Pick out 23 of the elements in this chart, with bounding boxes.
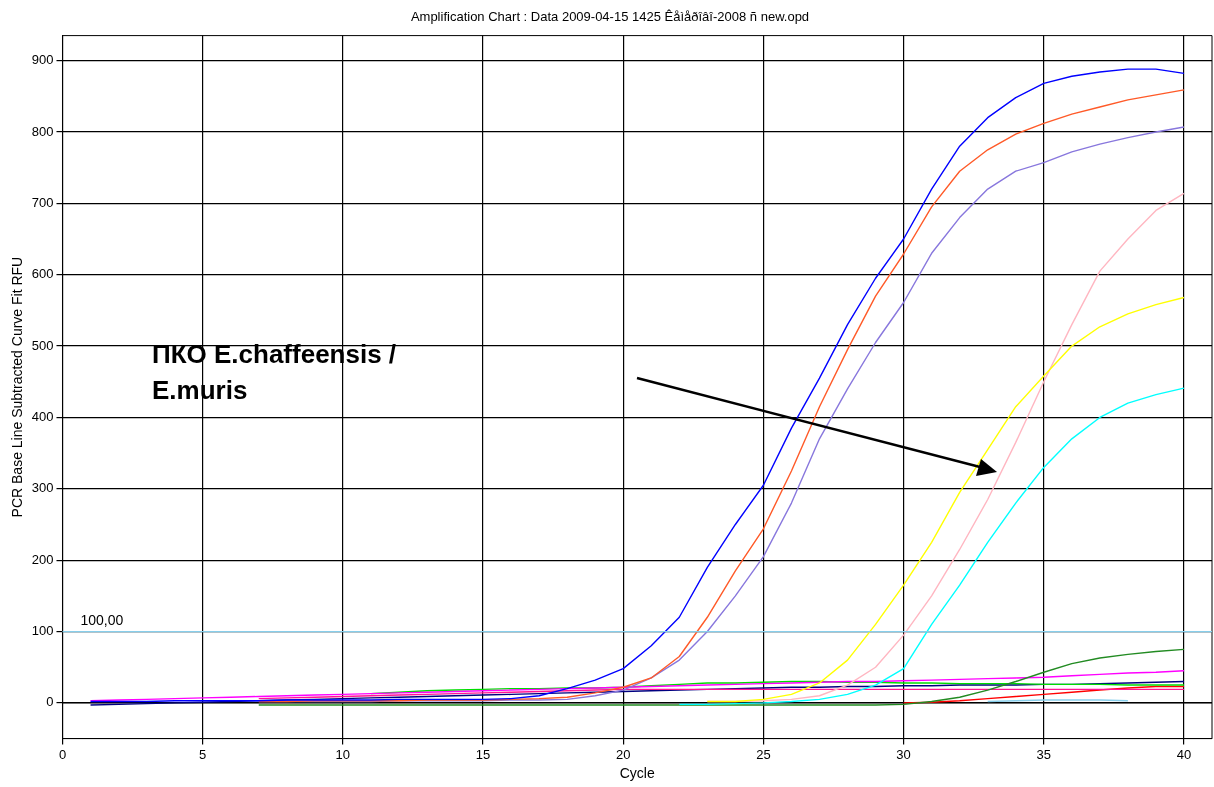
x-tick-label: 30: [896, 746, 911, 762]
x-axis-title: Cycle: [619, 765, 655, 782]
x-tick-label: 25: [756, 746, 771, 762]
y-tick-label: 400: [31, 409, 54, 425]
x-tick-label: 15: [475, 746, 491, 762]
x-tick-label: 40: [1176, 746, 1192, 762]
x-tick-label: 35: [1036, 746, 1052, 762]
ref-line-label: 100,00: [80, 612, 124, 629]
y-tick-label: 0: [46, 694, 54, 710]
chart-title: Amplification Chart : Data 2009-04-15 1425 Êåìåðîâî-2008 ñ new.opd: [410, 9, 810, 25]
y-tick-label: 200: [31, 551, 54, 567]
x-tick-label: 5: [199, 746, 207, 762]
y-tick-label: 300: [31, 480, 54, 496]
y-tick-label: 500: [31, 337, 54, 353]
x-tick-label: 10: [335, 746, 351, 762]
y-tick-label: 900: [31, 52, 54, 68]
y-axis-title: PCR Base Line Subtracted Curve Fit RFU: [9, 256, 26, 518]
x-tick-label: 20: [615, 746, 631, 762]
y-tick-label: 700: [31, 194, 54, 210]
y-tick-label: 600: [31, 266, 54, 282]
x-tick-label: 0: [58, 746, 67, 762]
y-tick-label: 800: [31, 123, 54, 139]
y-tick-label: 100: [31, 623, 54, 639]
